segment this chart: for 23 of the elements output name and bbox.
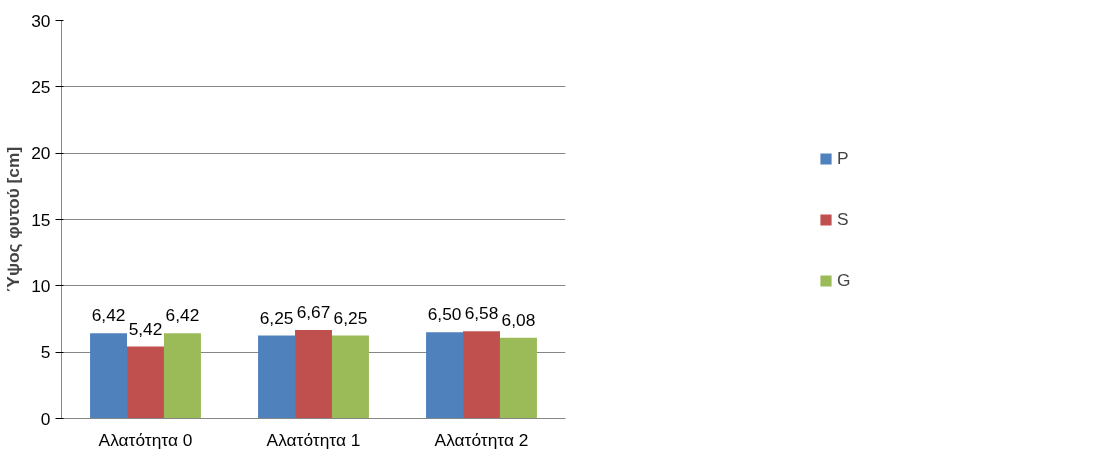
legend-label: G	[837, 269, 852, 291]
data-label: 6,67	[296, 302, 331, 323]
y-tick-label: 10	[31, 275, 51, 296]
data-label: 6,58	[464, 303, 499, 324]
x-tick-label: Αλατότητα 1	[266, 429, 361, 450]
data-label: 6,42	[165, 305, 200, 326]
data-label: 5,42	[128, 318, 163, 339]
legend-label: S	[837, 208, 850, 230]
y-tick-label: 25	[31, 76, 51, 97]
data-label: 6,25	[333, 307, 368, 328]
data-label: 6,25	[259, 307, 294, 328]
y-tick-label: 20	[31, 143, 51, 164]
x-tick-label: Αλατότητα 0	[98, 429, 193, 450]
legend-label: P	[837, 147, 850, 169]
data-label: 6,42	[91, 305, 126, 326]
data-label: 6,50	[427, 304, 462, 325]
x-tick-label: Αλατότητα 2	[434, 429, 529, 450]
y-tick-label: 15	[31, 209, 51, 230]
data-label: 6,08	[501, 309, 536, 330]
y-tick-label: 5	[40, 342, 51, 363]
y-axis-title: Ύψος φυτού [cm]	[3, 146, 24, 293]
y-tick-label: 30	[31, 10, 51, 31]
y-tick-label: 0	[40, 408, 51, 429]
